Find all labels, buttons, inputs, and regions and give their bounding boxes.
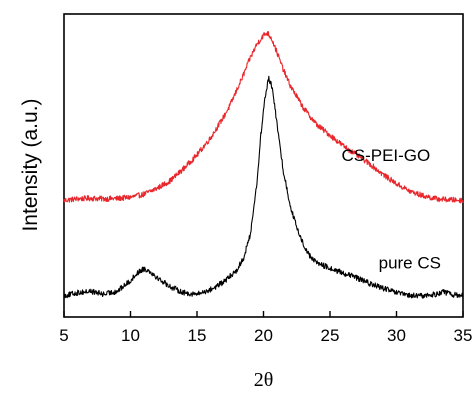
x-tick-label: 35 bbox=[454, 326, 473, 345]
series-line-pure-cs bbox=[63, 75, 464, 299]
x-tick-label: 25 bbox=[321, 326, 340, 345]
series-label: pure CS bbox=[379, 254, 441, 273]
y-axis-label: Intensity (a.u.) bbox=[19, 98, 42, 231]
series-labels: CS-PEI-GO pure CS bbox=[341, 146, 441, 273]
x-axis-ticks: 5 10 15 20 25 30 35 bbox=[59, 311, 472, 345]
series-line-cs-pei-go bbox=[63, 31, 464, 204]
x-tick-label: 30 bbox=[387, 326, 406, 345]
series-label: CS-PEI-GO bbox=[341, 146, 430, 165]
x-tick-label: 20 bbox=[254, 326, 273, 345]
series-layer bbox=[63, 31, 464, 299]
x-axis-label: 2θ bbox=[254, 369, 274, 391]
x-tick-label: 10 bbox=[121, 326, 140, 345]
x-tick-label: 15 bbox=[188, 326, 207, 345]
x-tick-label: 5 bbox=[59, 326, 68, 345]
